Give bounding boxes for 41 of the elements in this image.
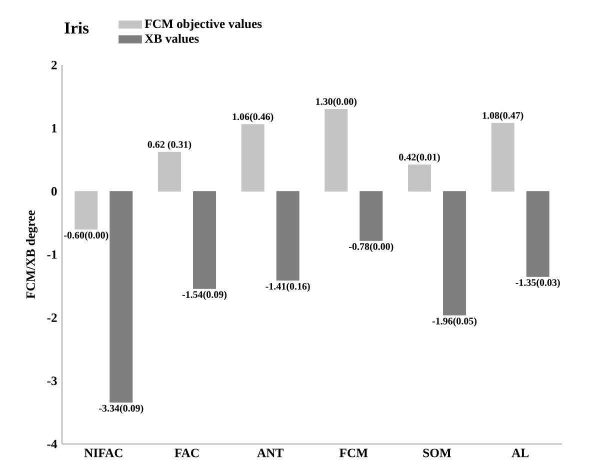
y-tick-label: 2: [51, 60, 57, 70]
bar: [491, 122, 514, 192]
x-tick-label: NIFAC: [84, 448, 122, 458]
bar: [360, 191, 383, 241]
data-label: 0.42(0.01): [399, 153, 440, 163]
bar: [324, 108, 348, 192]
bar: [241, 124, 264, 192]
data-label: -1.96(0.05): [432, 317, 477, 326]
data-label: -0.78(0.00): [349, 242, 394, 252]
legend-label: XB values: [144, 34, 199, 43]
data-label: 0.62 (0.31): [148, 140, 192, 150]
data-label: -1.41(0.16): [266, 282, 310, 292]
y-tick-label: -3: [47, 376, 57, 386]
bar: [110, 191, 133, 403]
bar: [408, 164, 432, 192]
y-tick-label: 1: [52, 124, 57, 132]
y-tick-label: 0: [51, 187, 57, 196]
y-axis-title: FCM/XB degree: [26, 210, 38, 299]
bar: [276, 191, 300, 281]
y-tick-label: -1: [47, 250, 57, 259]
x-tick-label: FCM: [339, 448, 368, 458]
x-tick-label: SOM: [423, 448, 452, 458]
bar: [158, 152, 182, 192]
data-label: -1.54(0.09): [182, 290, 227, 300]
chart-title: Iris: [64, 22, 89, 34]
data-label: 1.30(0.00): [316, 98, 357, 107]
data-label: -0.60(0.00): [64, 232, 108, 241]
bar: [192, 191, 216, 289]
y-tick-label: -2: [47, 313, 57, 322]
legend-label: FCM objective values: [144, 19, 262, 31]
y-tick-label: -4: [47, 440, 58, 448]
data-label: 1.08(0.47): [482, 112, 524, 121]
x-tick-label: FAC: [174, 448, 199, 458]
data-label: 1.06(0.46): [232, 113, 274, 122]
bar: [74, 191, 98, 230]
data-label: -3.34(0.09): [99, 404, 144, 414]
x-tick-label: ANT: [257, 448, 284, 458]
x-tick-label: AL: [512, 448, 529, 458]
bar: [526, 191, 550, 277]
data-label: -1.35(0.03): [516, 278, 560, 288]
bar: [442, 191, 466, 316]
